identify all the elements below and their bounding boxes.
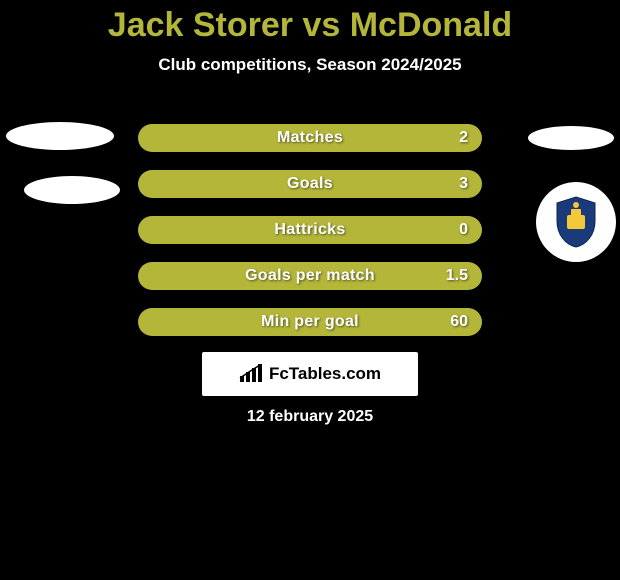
stat-label: Goals — [287, 175, 333, 193]
club-badge — [536, 182, 616, 262]
stat-label: Goals per match — [245, 267, 375, 285]
bars-icon — [239, 364, 263, 384]
stat-value: 1.5 — [446, 267, 468, 285]
stat-value: 60 — [450, 313, 468, 331]
shield-icon — [553, 195, 599, 249]
subtitle: Club competitions, Season 2024/2025 — [0, 55, 620, 75]
stat-row: Min per goal 60 — [138, 308, 482, 336]
brand-box: FcTables.com — [202, 352, 418, 396]
date-text: 12 february 2025 — [0, 408, 620, 426]
stat-row: Matches 2 — [138, 124, 482, 152]
stat-value: 2 — [459, 129, 468, 147]
right-ellipse-1 — [528, 126, 614, 150]
stat-bars: Matches 2 Goals 3 Hattricks 0 Goals per match 1… — [138, 124, 482, 354]
stat-label: Matches — [277, 129, 343, 147]
page-title: Jack Storer vs McDonald — [0, 0, 620, 45]
brand-text: FcTables.com — [269, 364, 381, 384]
stat-value: 0 — [459, 221, 468, 239]
stat-value: 3 — [459, 175, 468, 193]
stat-row: Goals per match 1.5 — [138, 262, 482, 290]
stat-label: Hattricks — [274, 221, 345, 239]
left-ellipse-2 — [24, 176, 120, 204]
left-ellipse-1 — [6, 122, 114, 150]
stat-label: Min per goal — [261, 313, 359, 331]
stat-row: Goals 3 — [138, 170, 482, 198]
stat-row: Hattricks 0 — [138, 216, 482, 244]
